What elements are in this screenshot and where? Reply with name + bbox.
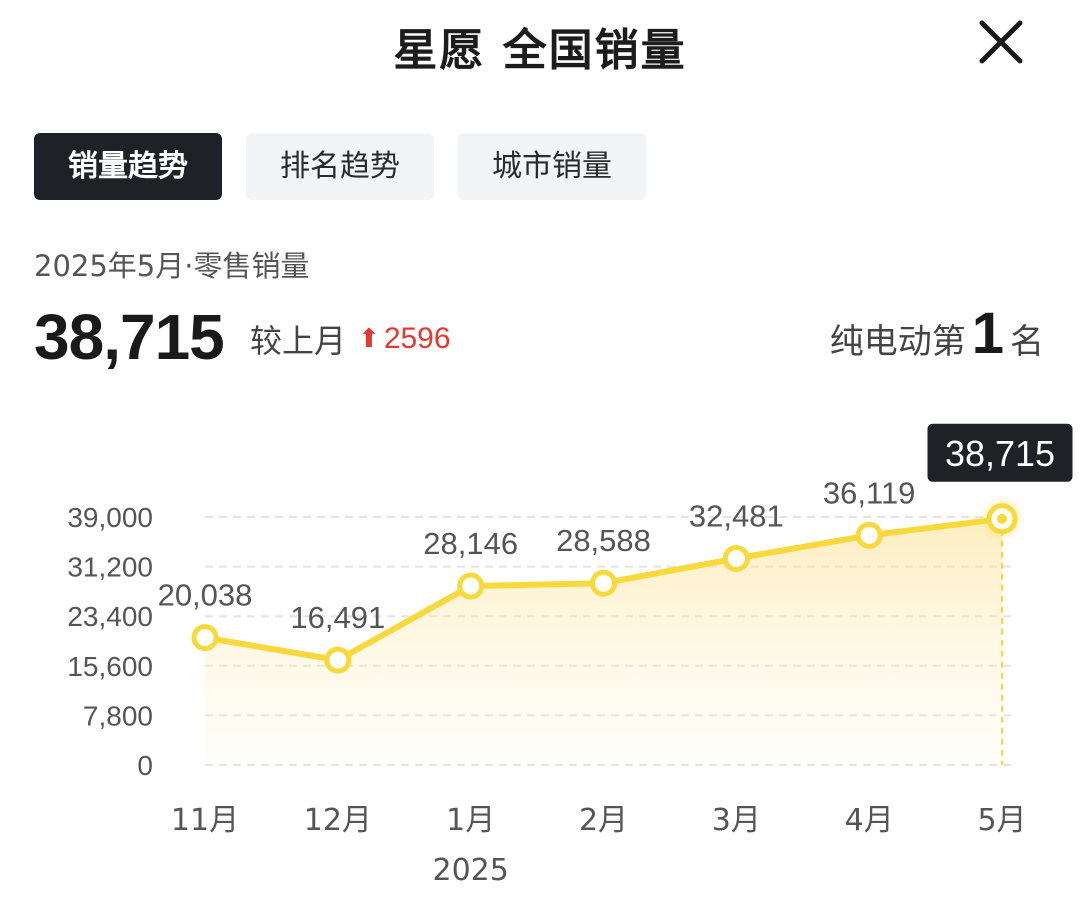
tooltip-box bbox=[927, 423, 1073, 482]
x-tick-label: 5月 bbox=[977, 803, 1026, 838]
data-point bbox=[191, 624, 219, 652]
data-label: 36,119 bbox=[823, 475, 916, 510]
tooltip-value: 38,715 bbox=[945, 433, 1055, 474]
y-tick-label: 0 bbox=[137, 750, 153, 781]
x-year-label: 2025 bbox=[432, 853, 508, 888]
data-point bbox=[590, 569, 617, 597]
data-point bbox=[457, 572, 485, 600]
y-tick-label: 39,000 bbox=[67, 502, 153, 533]
data-point bbox=[722, 544, 750, 572]
data-label: 28,146 bbox=[423, 526, 518, 561]
data-point-center bbox=[997, 513, 1007, 524]
rank-prefix: 纯电动第 bbox=[829, 322, 966, 362]
y-tick-label: 23,400 bbox=[67, 601, 153, 632]
x-tick-label: 2月 bbox=[579, 803, 628, 838]
tab-city-sales[interactable]: 城市销量 bbox=[458, 133, 646, 200]
delta-value: 2596 bbox=[383, 322, 451, 355]
x-tick-label: 4月 bbox=[845, 803, 894, 838]
rank-info: 纯电动第 1 名 bbox=[830, 300, 1044, 367]
y-tick-label: 7,800 bbox=[83, 700, 153, 731]
rank-suffix: 名 bbox=[1010, 322, 1044, 362]
y-tick-label: 31,200 bbox=[67, 552, 153, 583]
series-area bbox=[205, 518, 1002, 765]
y-tick-label: 15,600 bbox=[67, 651, 153, 682]
data-point bbox=[324, 646, 352, 674]
x-tick-label: 11月 bbox=[171, 803, 239, 838]
arrow-up-icon: ⬆ bbox=[358, 324, 380, 354]
header: 星愿 全国销量 bbox=[0, 0, 1080, 100]
data-label: 20,038 bbox=[158, 578, 253, 613]
compare-label: 较上月 bbox=[250, 322, 347, 360]
close-icon[interactable] bbox=[974, 18, 1028, 68]
data-label: 28,588 bbox=[556, 523, 651, 558]
data-point bbox=[855, 521, 883, 549]
tab-sales-trend[interactable]: 销量趋势 bbox=[34, 133, 222, 200]
month-compare: 较上月 ⬆ 2596 bbox=[250, 316, 451, 362]
data-label: 32,481 bbox=[689, 498, 784, 533]
rank-number: 1 bbox=[971, 301, 1004, 366]
period-label: 2025年5月·零售销量 bbox=[34, 249, 310, 283]
sales-trend-chart: 20,038 16,491 28,146 28,588 32,481 36,119 0 7,… bbox=[67, 423, 1073, 888]
page-title: 星愿 全国销量 bbox=[393, 25, 687, 76]
tab-rank-trend[interactable]: 排名趋势 bbox=[246, 133, 434, 200]
x-tick-label: 12月 bbox=[304, 803, 372, 838]
sales-value: 38,715 bbox=[34, 301, 225, 373]
x-tick-label: 1月 bbox=[446, 803, 495, 838]
tab-bar: 销量趋势 排名趋势 城市销量 bbox=[34, 133, 670, 200]
data-label: 16,491 bbox=[290, 600, 385, 635]
x-tick-label: 3月 bbox=[712, 803, 761, 838]
